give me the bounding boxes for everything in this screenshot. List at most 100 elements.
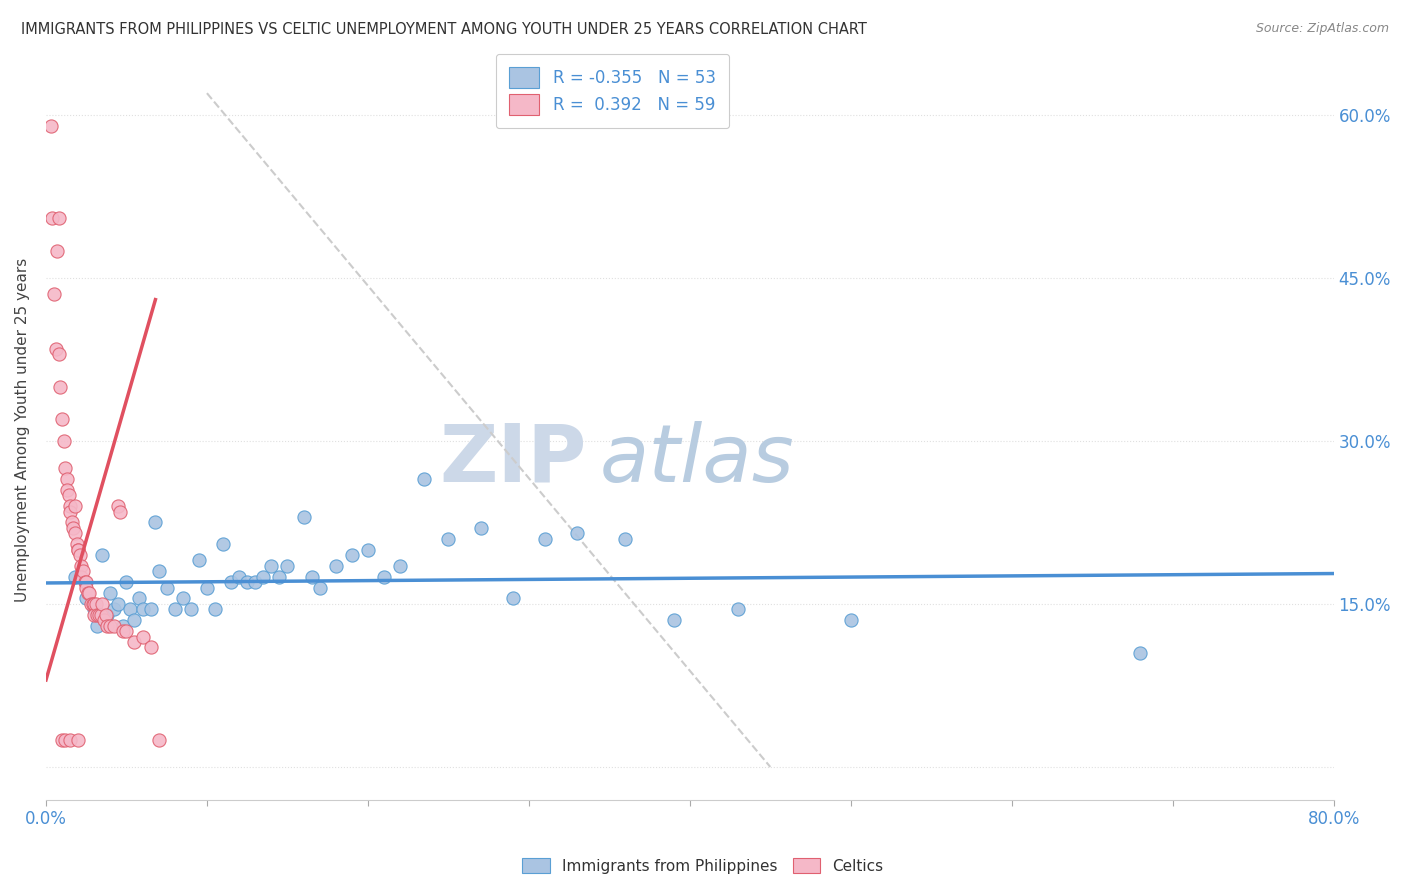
Point xyxy=(58,488,80,502)
Point xyxy=(93,613,115,627)
Point xyxy=(139,640,162,655)
Point xyxy=(107,597,129,611)
Point xyxy=(245,575,267,590)
Point xyxy=(219,575,242,590)
Point xyxy=(437,532,460,546)
Point xyxy=(128,591,150,606)
Point xyxy=(96,618,118,632)
Point xyxy=(108,504,131,518)
Point xyxy=(115,624,138,638)
Point xyxy=(86,607,108,622)
Point xyxy=(195,581,218,595)
Point xyxy=(91,548,114,562)
Point xyxy=(236,575,259,590)
Point xyxy=(90,607,112,622)
Point xyxy=(662,613,685,627)
Point xyxy=(62,521,84,535)
Point xyxy=(46,244,69,258)
Point xyxy=(139,602,162,616)
Point xyxy=(86,618,108,632)
Point xyxy=(69,548,91,562)
Point xyxy=(156,581,179,595)
Point xyxy=(63,526,86,541)
Point xyxy=(115,575,138,590)
Point xyxy=(83,607,105,622)
Point xyxy=(59,499,82,513)
Point xyxy=(63,499,86,513)
Point xyxy=(118,602,141,616)
Point xyxy=(53,461,76,475)
Point xyxy=(52,434,75,448)
Point xyxy=(252,570,274,584)
Point xyxy=(96,607,118,622)
Point xyxy=(51,412,73,426)
Point xyxy=(94,607,117,622)
Point xyxy=(79,586,101,600)
Point xyxy=(212,537,235,551)
Point xyxy=(260,558,283,573)
Point xyxy=(131,630,153,644)
Point xyxy=(91,597,114,611)
Point xyxy=(502,591,524,606)
Point xyxy=(103,602,125,616)
Point xyxy=(83,597,105,611)
Point xyxy=(67,542,90,557)
Point xyxy=(45,342,67,356)
Point xyxy=(124,613,146,627)
Point xyxy=(276,558,298,573)
Y-axis label: Unemployment Among Youth under 25 years: Unemployment Among Youth under 25 years xyxy=(15,258,30,602)
Point xyxy=(39,119,62,133)
Point xyxy=(107,499,129,513)
Point xyxy=(204,602,226,616)
Point xyxy=(112,618,135,632)
Point xyxy=(614,532,637,546)
Point xyxy=(84,597,107,611)
Point xyxy=(839,613,862,627)
Point xyxy=(112,624,135,638)
Point xyxy=(48,211,70,226)
Point xyxy=(180,602,202,616)
Point xyxy=(49,379,72,393)
Point xyxy=(172,591,194,606)
Point xyxy=(63,570,86,584)
Point xyxy=(65,537,87,551)
Point xyxy=(83,602,105,616)
Point xyxy=(413,472,436,486)
Point xyxy=(292,510,315,524)
Point xyxy=(98,586,121,600)
Text: IMMIGRANTS FROM PHILIPPINES VS CELTIC UNEMPLOYMENT AMONG YOUTH UNDER 25 YEARS CO: IMMIGRANTS FROM PHILIPPINES VS CELTIC UN… xyxy=(21,22,868,37)
Point xyxy=(76,586,98,600)
Point xyxy=(70,570,93,584)
Point xyxy=(82,597,104,611)
Point xyxy=(187,553,209,567)
Point xyxy=(145,516,167,530)
Point xyxy=(565,526,588,541)
Point xyxy=(75,591,97,606)
Point xyxy=(124,635,146,649)
Point xyxy=(56,472,79,486)
Point xyxy=(148,564,170,578)
Point xyxy=(131,602,153,616)
Point xyxy=(70,558,93,573)
Point xyxy=(163,602,186,616)
Point xyxy=(103,618,125,632)
Point xyxy=(373,570,395,584)
Point xyxy=(53,732,76,747)
Point xyxy=(148,732,170,747)
Point xyxy=(67,732,90,747)
Point xyxy=(48,347,70,361)
Text: Source: ZipAtlas.com: Source: ZipAtlas.com xyxy=(1256,22,1389,36)
Point xyxy=(60,516,83,530)
Point xyxy=(228,570,250,584)
Point xyxy=(59,504,82,518)
Point xyxy=(80,597,103,611)
Point xyxy=(534,532,557,546)
Point xyxy=(98,618,121,632)
Point xyxy=(72,564,94,578)
Point xyxy=(56,483,79,497)
Point xyxy=(51,732,73,747)
Point xyxy=(59,732,82,747)
Point xyxy=(470,521,492,535)
Point xyxy=(727,602,749,616)
Point xyxy=(75,581,97,595)
